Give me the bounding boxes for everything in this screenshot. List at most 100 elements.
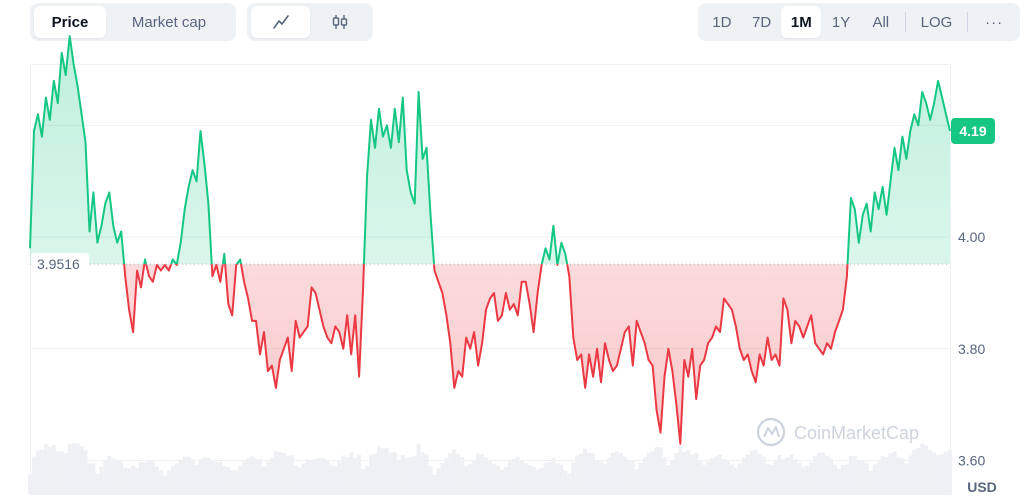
volume-bar — [210, 461, 215, 494]
volume-bar — [258, 459, 262, 494]
volume-bar — [646, 452, 651, 494]
chart-style-group — [247, 3, 373, 41]
volume-bar — [452, 449, 457, 494]
volume-bar — [301, 463, 306, 494]
volume-bar — [345, 456, 350, 494]
volume-bar — [119, 461, 124, 494]
baseline-label-box: 3.9516 — [31, 253, 89, 276]
volume-bar — [654, 447, 659, 494]
volume-bar — [523, 463, 528, 494]
volume-bar — [769, 464, 774, 494]
volume-bar — [603, 464, 607, 494]
candlestick-button[interactable] — [310, 6, 369, 38]
volume-bar — [829, 458, 834, 494]
volume-bar — [234, 470, 239, 494]
volume-bar — [507, 461, 512, 494]
range-1m-button[interactable]: 1M — [781, 6, 822, 38]
volume-bar — [852, 456, 857, 494]
volume-bar — [872, 464, 877, 494]
volume-bar — [729, 464, 734, 494]
volume-bar — [115, 460, 120, 494]
volume-bar — [785, 457, 790, 494]
volume-bar — [178, 459, 183, 494]
volume-bar — [714, 456, 719, 494]
currency-label: USD — [967, 479, 997, 495]
volume-bar — [495, 465, 500, 494]
volume-bar — [329, 465, 334, 494]
time-range-group: 1D 7D 1M 1Y All LOG ··· — [698, 3, 1020, 41]
volume-bar — [761, 456, 766, 494]
volume-bar — [916, 448, 921, 494]
tab-price[interactable]: Price — [34, 6, 106, 38]
toolbar-divider — [967, 12, 969, 32]
tab-market-cap[interactable]: Market cap — [131, 13, 207, 31]
volume-bar — [277, 452, 282, 494]
volume-bar — [539, 467, 544, 494]
volume-bar — [864, 463, 869, 494]
log-scale-button[interactable]: LOG — [920, 13, 953, 31]
volume-bar — [309, 460, 314, 494]
line-chart-button[interactable] — [251, 6, 310, 38]
volume-bar — [686, 450, 691, 494]
volume-bar — [844, 464, 849, 494]
volume-bar — [773, 460, 778, 494]
volume-bar — [583, 448, 588, 494]
area-fill-below-baseline — [124, 264, 848, 444]
volume-bar — [789, 454, 794, 494]
volume-bar — [567, 473, 572, 494]
volume-bar — [614, 451, 619, 494]
volume-bar — [472, 460, 477, 494]
current-price-label: 4.19 — [959, 123, 986, 139]
volume-bar — [682, 452, 687, 494]
range-1d-button[interactable]: 1D — [712, 13, 732, 31]
volume-bar — [948, 449, 952, 494]
volume-bar — [480, 453, 485, 494]
volume-bar — [575, 455, 580, 494]
volume-bar — [610, 452, 615, 494]
volume-bar — [848, 455, 853, 494]
volume-bar — [79, 445, 84, 494]
volume-bar — [380, 448, 385, 494]
volume-bar — [944, 451, 949, 494]
volume-bar — [218, 461, 223, 494]
volume-bar — [781, 459, 786, 494]
volume-bar — [515, 456, 520, 494]
volume-bar — [527, 464, 532, 494]
volume-bar — [412, 455, 417, 494]
volume-bar — [813, 455, 818, 494]
volume-bar — [777, 454, 782, 494]
volume-bar — [464, 466, 469, 494]
volume-bar — [535, 469, 540, 494]
more-options-button[interactable]: ··· — [985, 13, 1004, 31]
range-all-button[interactable]: All — [872, 13, 890, 31]
y-axis: 3.60 3.80 4.00 — [958, 229, 985, 468]
volume-bar — [35, 450, 40, 494]
volume-bar — [28, 474, 32, 494]
range-1y-button[interactable]: 1Y — [831, 13, 851, 31]
volume-bar — [618, 453, 623, 494]
volume-bar — [305, 459, 310, 494]
volume-bar — [801, 466, 806, 494]
volume-bar — [376, 446, 381, 494]
volume-bar — [448, 453, 453, 494]
volume-bar — [733, 467, 738, 494]
volume-bar — [174, 463, 179, 494]
volume-bar — [123, 467, 128, 494]
volume-bar — [63, 453, 68, 494]
volume-bar — [718, 454, 722, 494]
coinmarketcap-logo-icon — [756, 417, 786, 447]
volume-bar — [932, 452, 937, 494]
volume-bar — [51, 445, 56, 494]
volume-bar — [39, 449, 44, 494]
volume-bar — [131, 465, 136, 494]
volume-bar — [146, 460, 151, 494]
volume-bar — [836, 468, 841, 494]
volume-bar — [143, 461, 147, 494]
volume-bar — [476, 453, 481, 494]
volume-bar — [416, 443, 421, 494]
volume-bar — [606, 457, 611, 494]
volume-bar — [488, 460, 492, 494]
range-7d-button[interactable]: 7D — [752, 13, 772, 31]
volume-bar — [357, 454, 362, 494]
